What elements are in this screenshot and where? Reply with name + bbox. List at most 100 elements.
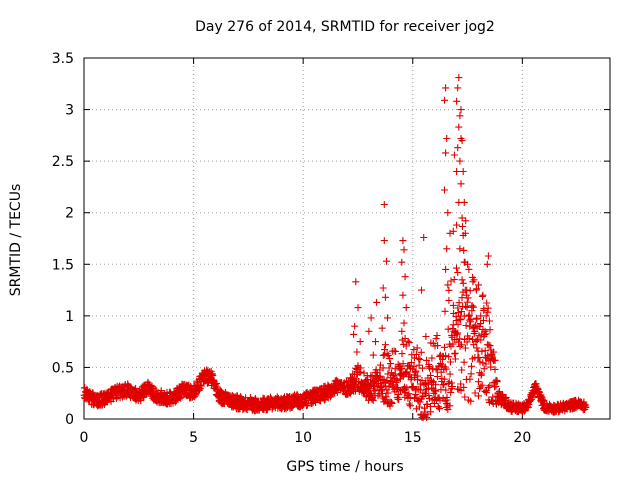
data-point <box>466 322 474 330</box>
data-point <box>473 315 481 323</box>
data-point <box>390 347 398 355</box>
data-point <box>462 217 470 225</box>
x-tick-label: 20 <box>513 430 531 446</box>
data-point <box>447 277 455 285</box>
data-point <box>465 335 473 342</box>
plot-frame <box>83 57 611 420</box>
data-point <box>456 157 464 165</box>
data-point <box>197 382 205 390</box>
data-point <box>381 341 389 349</box>
data-point <box>109 394 117 402</box>
data-point <box>457 180 465 188</box>
data-point <box>432 335 440 343</box>
data-point <box>439 355 446 363</box>
data-point <box>406 402 414 410</box>
y-tick-label: 0 <box>65 412 74 428</box>
data-point <box>401 335 409 342</box>
data-point <box>462 302 470 310</box>
data-point <box>416 356 424 364</box>
data-point <box>416 398 424 406</box>
data-point <box>197 381 204 389</box>
data-point <box>385 364 393 372</box>
data-point <box>445 296 453 304</box>
data-point <box>453 221 461 229</box>
data-point <box>460 358 468 366</box>
data-point <box>457 106 465 114</box>
data-point <box>423 356 431 364</box>
data-point <box>398 327 406 335</box>
data-point <box>410 362 418 370</box>
data-point <box>367 314 375 322</box>
data-point <box>432 387 440 395</box>
data-point <box>398 350 406 358</box>
data-point <box>454 269 462 276</box>
data-point <box>481 327 489 335</box>
data-point <box>493 378 501 386</box>
data-point <box>582 403 590 411</box>
data-point <box>442 352 450 360</box>
data-point <box>399 291 407 299</box>
data-point <box>444 325 452 333</box>
data-point <box>412 390 420 398</box>
data-point <box>478 370 486 378</box>
data-point <box>369 351 377 359</box>
data-point <box>450 276 458 283</box>
data-point <box>402 304 410 312</box>
data-point <box>399 237 407 245</box>
data-point <box>426 372 434 379</box>
data-point <box>320 396 328 404</box>
data-point <box>209 372 217 380</box>
data-point <box>485 341 493 349</box>
data-point <box>453 97 461 105</box>
data-point <box>458 276 466 284</box>
data-point <box>426 364 434 372</box>
data-point <box>382 378 390 386</box>
data-point <box>384 352 392 360</box>
data-point <box>383 257 390 265</box>
data-point <box>354 304 362 312</box>
data-point <box>477 312 485 320</box>
data-point <box>461 229 469 237</box>
data-point <box>484 383 492 391</box>
data-point <box>477 336 485 344</box>
data-point <box>384 370 392 378</box>
data-point <box>461 286 469 294</box>
data-point <box>487 363 495 371</box>
data-point <box>398 258 406 266</box>
data-point <box>401 273 409 281</box>
data-point <box>486 342 494 350</box>
data-point <box>432 381 440 389</box>
data-point <box>468 307 476 315</box>
data-point <box>486 326 494 334</box>
data-point <box>353 348 361 356</box>
data-point <box>418 377 426 384</box>
data-point <box>458 214 466 222</box>
data-point <box>454 304 462 312</box>
data-point <box>467 397 475 405</box>
data-point <box>479 359 487 367</box>
data-points <box>80 74 590 421</box>
data-point <box>477 320 484 328</box>
data-point <box>449 301 457 309</box>
data-point <box>371 387 379 395</box>
data-point <box>454 84 462 92</box>
data-point <box>367 372 375 380</box>
data-point <box>406 394 414 402</box>
data-point <box>482 360 490 368</box>
data-point <box>455 74 463 82</box>
data-point <box>447 358 454 366</box>
data-point <box>478 381 486 389</box>
data-point <box>441 96 448 104</box>
data-point <box>467 370 475 378</box>
y-tick-label: 3.5 <box>52 51 74 67</box>
data-point <box>452 317 460 325</box>
data-point <box>433 373 441 380</box>
data-point <box>112 395 120 402</box>
chart-title: Day 276 of 2014, SRMTID for receiver jog… <box>195 19 495 35</box>
data-point <box>470 276 478 284</box>
data-point <box>454 385 462 393</box>
data-point <box>451 355 459 363</box>
data-point <box>152 386 160 394</box>
data-point <box>466 287 474 295</box>
data-point <box>442 265 450 273</box>
